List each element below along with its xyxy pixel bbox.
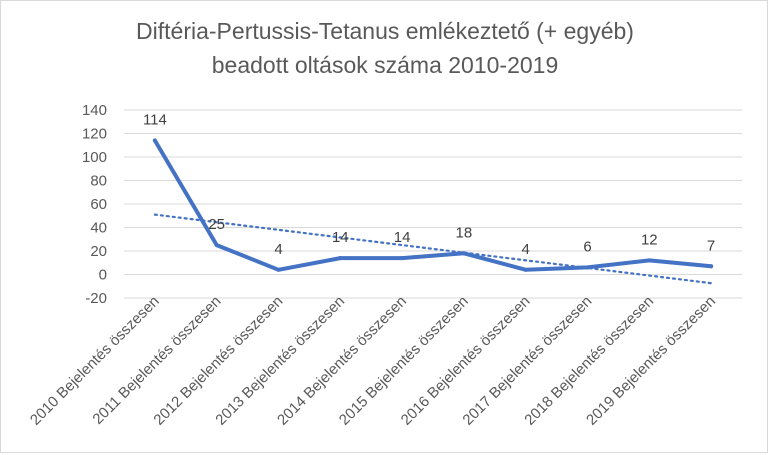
x-tick-label: 2011 Bejelentés összesen [89, 293, 224, 428]
data-label: 25 [208, 216, 225, 233]
data-label: 114 [143, 112, 167, 129]
x-tick-label: 2012 Bejelentés összesen [150, 293, 286, 429]
x-tick-label: 2015 Bejelentés összesen [336, 293, 472, 429]
x-tick-label: 2019 Bejelentés összesen [583, 293, 719, 429]
data-point [214, 243, 219, 248]
y-tick-label: 120 [82, 126, 107, 143]
x-tick-label: 2017 Bejelentés összesen [459, 293, 595, 429]
y-tick-label: 140 [82, 102, 107, 119]
chart-title: Diftéria-Pertussis-Tetanus emlékeztető (… [0, 14, 770, 82]
y-tick-label: 40 [90, 220, 107, 237]
data-point [276, 267, 281, 272]
data-point [400, 256, 405, 261]
data-point [338, 256, 343, 261]
x-tick-label: 2018 Bejelentés összesen [521, 293, 657, 429]
data-label: 12 [641, 231, 658, 248]
x-tick-label: 2013 Bejelentés összesen [212, 293, 348, 429]
x-tick-label: 2016 Bejelentés összesen [398, 293, 534, 429]
data-label: 4 [522, 241, 530, 258]
data-label: 6 [583, 238, 591, 255]
y-tick-label: 60 [90, 196, 107, 213]
data-label: 14 [394, 229, 411, 246]
y-tick-label: 20 [90, 243, 107, 260]
data-point [647, 258, 652, 263]
data-point [152, 138, 157, 143]
data-point [523, 267, 528, 272]
data-point [585, 265, 590, 270]
series-line [152, 138, 714, 272]
y-tick-label: 80 [90, 173, 107, 190]
x-tick-label: 2014 Bejelentés összesen [274, 293, 410, 429]
chart-title-line-1: Diftéria-Pertussis-Tetanus emlékeztető (… [136, 18, 634, 44]
data-label: 18 [456, 224, 473, 241]
data-label: 4 [274, 241, 282, 258]
chart-title-line-2: beadott oltások száma 2010-2019 [211, 52, 559, 78]
y-tick-label: 100 [82, 149, 107, 166]
data-point [709, 264, 714, 269]
data-point [461, 251, 466, 256]
data-label: 7 [707, 237, 715, 254]
data-label: 14 [332, 229, 349, 246]
trendline [153, 213, 713, 285]
y-tick-label: -20 [85, 290, 107, 307]
x-tick-label: 2010 Bejelentés összesen [27, 293, 163, 429]
y-tick-label: 0 [99, 267, 107, 284]
